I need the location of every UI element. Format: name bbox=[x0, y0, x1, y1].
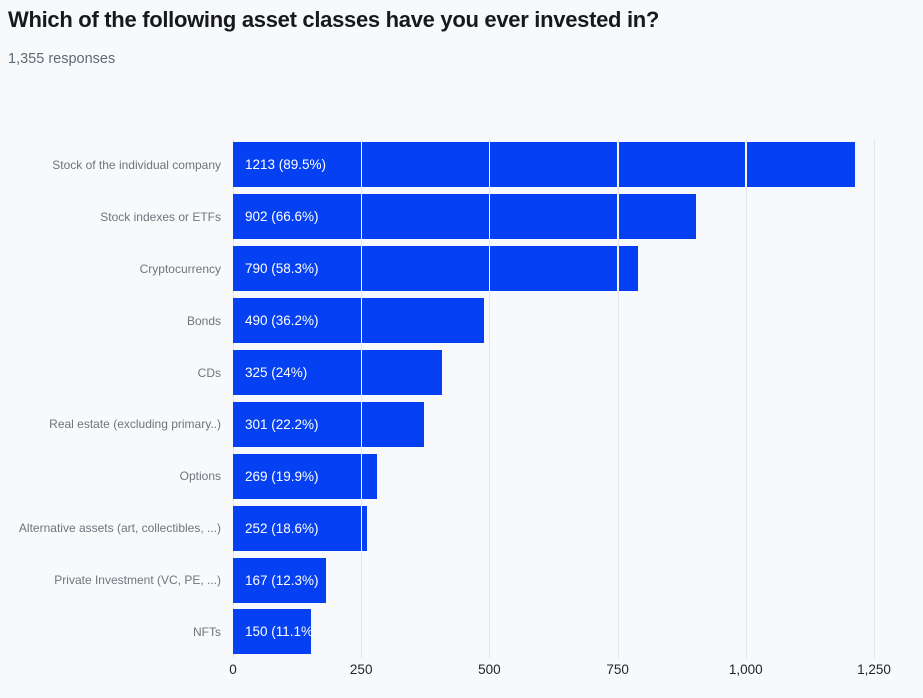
bar: 150 (11.1%) bbox=[233, 609, 311, 655]
bar: 167 (12.3%) bbox=[233, 557, 326, 603]
gridline bbox=[745, 139, 747, 658]
bar-value-label: 167 (12.3%) bbox=[245, 572, 319, 588]
bar-track: 150 (11.1%) bbox=[233, 609, 923, 655]
chart-row: Stock indexes or ETFs 902 (66.6%) bbox=[0, 191, 923, 243]
x-tick-label: 1,250 bbox=[857, 662, 891, 677]
chart-row: Cryptocurrency 790 (58.3%) bbox=[0, 243, 923, 295]
gridline-on-bar bbox=[360, 401, 363, 447]
bar: 902 (66.6%) bbox=[233, 194, 696, 240]
gridline-on-bar bbox=[617, 246, 619, 292]
bar: 269 (19.9%) bbox=[233, 453, 378, 499]
x-tick-label: 750 bbox=[606, 662, 629, 677]
category-label: Private Investment (VC, PE, ...) bbox=[54, 573, 221, 588]
response-count: 1,355 responses bbox=[8, 51, 116, 67]
chart-row: NFTs 150 (11.1%) bbox=[0, 606, 923, 658]
category-label: NFTs bbox=[193, 624, 221, 639]
gridline-on-bar bbox=[488, 246, 491, 292]
gridline-on-bar bbox=[745, 142, 747, 188]
bar: 301 (22.2%) bbox=[233, 401, 424, 447]
gridline-on-bar bbox=[360, 350, 363, 395]
bar-value-label: 1213 (89.5%) bbox=[245, 157, 327, 173]
chart-row: Stock of the individual company 1213 (89.… bbox=[0, 139, 923, 191]
gridline bbox=[617, 139, 619, 658]
chart-row: Bonds 490 (36.2%) bbox=[0, 295, 923, 347]
bar-track: 790 (58.3%) bbox=[233, 246, 923, 292]
chart-row: Private Investment (VC, PE, ...) 167 (12.… bbox=[0, 554, 923, 606]
bar-track: 269 (19.9%) bbox=[233, 453, 923, 499]
bar-value-label: 325 (24%) bbox=[245, 365, 308, 380]
bar-value-label: 790 (58.3%) bbox=[245, 261, 319, 277]
x-tick-label: 250 bbox=[349, 662, 373, 677]
x-axis: 0 250 500 750 1,000 1,250 bbox=[0, 662, 923, 684]
gridline bbox=[489, 139, 491, 658]
bar-track: 252 (18.6%) bbox=[233, 505, 923, 551]
x-tick-label: 1,000 bbox=[728, 662, 763, 677]
category-label: Real estate (excluding primary..) bbox=[49, 417, 221, 432]
chart-row: CDs 325 (24%) bbox=[0, 347, 923, 399]
bar-track: 1213 (89.5%) bbox=[233, 142, 923, 188]
bar-chart-rows: Stock of the individual company 1213 (89.… bbox=[0, 139, 923, 658]
category-label: Bonds bbox=[186, 313, 221, 328]
bar-track: 490 (36.2%) bbox=[233, 298, 923, 344]
bar: 325 (24%) bbox=[233, 350, 443, 395]
chart-row: Alternative assets (art, collectibles, .… bbox=[0, 502, 923, 554]
category-label: Alternative assets (art, collectibles, .… bbox=[18, 521, 221, 536]
gridline-on-bar bbox=[488, 194, 491, 240]
gridline-on-bar bbox=[360, 453, 363, 499]
gridline-on-bar bbox=[360, 194, 363, 240]
bar: 1213 (89.5%) bbox=[233, 142, 855, 188]
gridline bbox=[233, 139, 234, 658]
gridline bbox=[361, 139, 363, 658]
bar-track: 325 (24%) bbox=[233, 350, 923, 395]
bar-track: 902 (66.6%) bbox=[233, 194, 923, 240]
gridline bbox=[874, 139, 875, 658]
bar-value-label: 252 (18.6%) bbox=[245, 520, 319, 536]
gridline-on-bar bbox=[360, 505, 363, 551]
bar: 790 (58.3%) bbox=[233, 246, 639, 292]
bar-track: 301 (22.2%) bbox=[233, 401, 923, 447]
x-tick-label: 500 bbox=[478, 662, 501, 677]
gridline-on-bar bbox=[360, 298, 363, 344]
gridline-on-bar bbox=[488, 142, 491, 188]
category-label: CDs bbox=[197, 365, 221, 380]
bar: 252 (18.6%) bbox=[233, 505, 367, 551]
category-label: Cryptocurrency bbox=[139, 261, 221, 276]
category-label: Stock of the individual company bbox=[52, 157, 221, 172]
category-label: Options bbox=[179, 469, 221, 484]
x-tick-label: 0 bbox=[229, 662, 237, 677]
bar-chart-plot-area bbox=[233, 139, 875, 658]
chart-row: Real estate (excluding primary..) 301 (22… bbox=[0, 398, 923, 450]
bar-value-label: 269 (19.9%) bbox=[245, 468, 319, 484]
bar-track: 167 (12.3%) bbox=[233, 557, 923, 603]
page-title: Which of the following asset classes hav… bbox=[8, 7, 660, 32]
bar-value-label: 902 (66.6%) bbox=[245, 209, 319, 225]
bar-value-label: 490 (36.2%) bbox=[245, 313, 319, 329]
category-label: Stock indexes or ETFs bbox=[100, 209, 221, 224]
chart-row: Options 269 (19.9%) bbox=[0, 450, 923, 502]
bar-value-label: 150 (11.1%) bbox=[245, 624, 311, 640]
gridline-on-bar bbox=[617, 142, 619, 188]
bar-value-label: 301 (22.2%) bbox=[245, 416, 319, 432]
bar: 490 (36.2%) bbox=[233, 298, 485, 344]
gridline-on-bar bbox=[617, 194, 619, 240]
gridline-on-bar bbox=[360, 142, 363, 188]
gridline-on-bar bbox=[360, 246, 363, 292]
